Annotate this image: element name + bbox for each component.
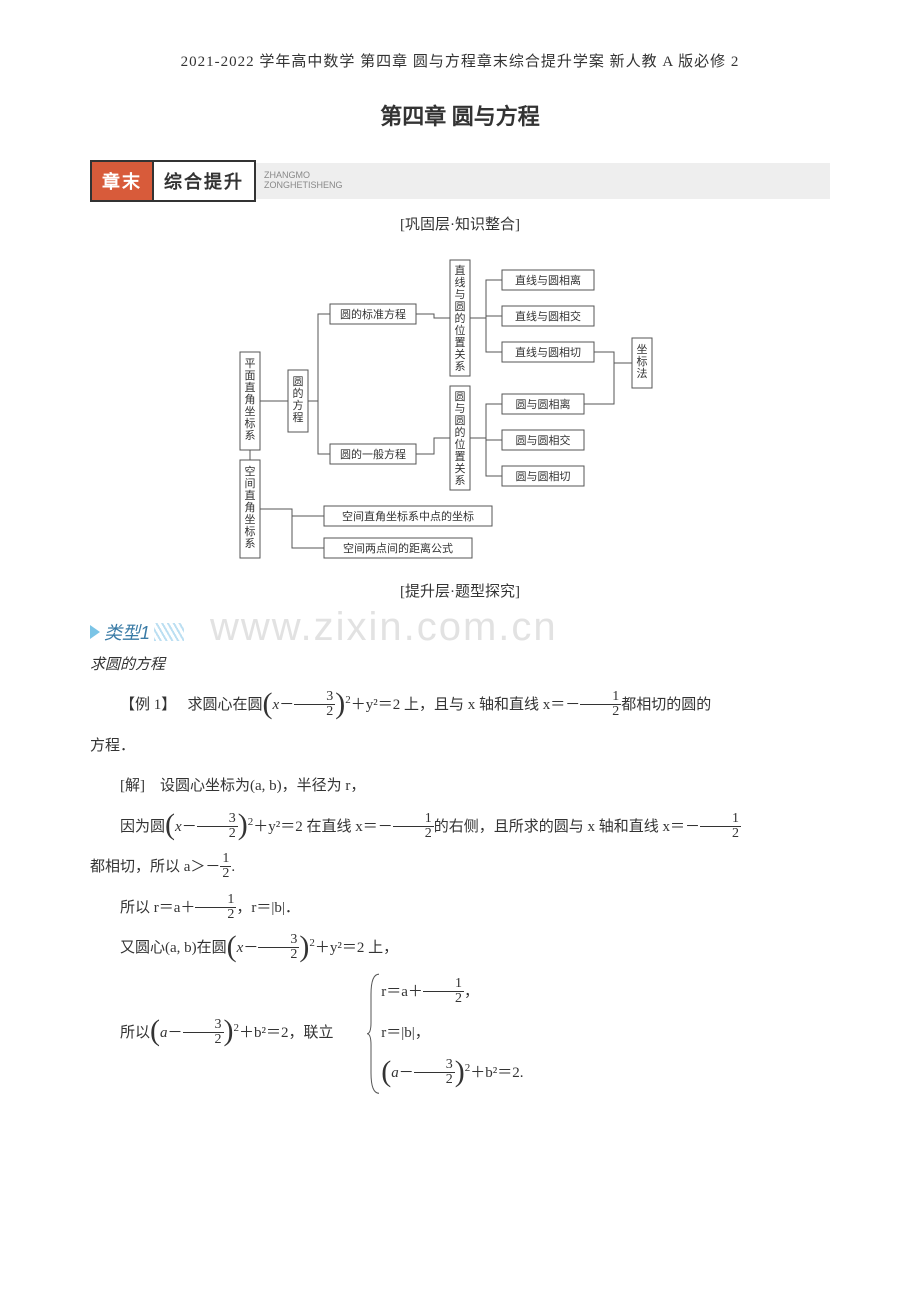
- banner: 章末 综合提升 ZHANGMO ZONGHETISHENG: [90, 163, 830, 199]
- p3: 都相切，所以 a＞－12.: [90, 850, 830, 885]
- svg-text:直线与圆相交: 直线与圆相交: [515, 309, 581, 323]
- p4a: 所以 r＝a＋: [120, 900, 195, 916]
- p4: 所以 r＝a＋12，r＝|b|．: [90, 891, 830, 926]
- p6a: 所以: [120, 1025, 150, 1041]
- brace-icon: [337, 972, 351, 1096]
- p6b: ＋b²＝2，联立: [239, 1025, 334, 1041]
- subtopic: 求圆的方程: [90, 653, 830, 674]
- p1b: ＋y²＝2 上，且与 x 轴和直线 x＝－: [351, 697, 581, 713]
- cases-system: r＝a＋12， r＝|b|， (a－32)2＋b²＝2.: [337, 972, 523, 1096]
- banner-pinyin-2: ZONGHETISHENG: [264, 181, 343, 191]
- svg-text:圆的方程: 圆的方程: [293, 375, 304, 424]
- section-label-1: [巩固层·知识整合]: [90, 213, 830, 234]
- p2a: 因为圆: [120, 819, 165, 835]
- example-1: 【例 1】 求圆心在圆(x－32)2＋y²＝2 上，且与 x 轴和直线 x＝－1…: [90, 688, 830, 723]
- svg-text:空间两点间的距离公式: 空间两点间的距离公式: [343, 541, 453, 555]
- p5a: 又圆心(a, b)在圆: [120, 940, 227, 956]
- svg-text:圆的标准方程: 圆的标准方程: [340, 307, 406, 321]
- solution-lead: [解] 设圆心坐标为(a, b)，半径为 r，: [90, 769, 830, 804]
- svg-text:圆与圆相离: 圆与圆相离: [516, 397, 571, 411]
- svg-text:直线与圆的位置关系: 直线与圆的位置关系: [455, 263, 466, 373]
- concept-diagram: 平面直角坐标系 空间直角坐标系 圆的方程 圆的标准方程 圆的一般方程 直线与圆的…: [230, 252, 690, 562]
- p6: 所以(a－32)2＋b²＝2，联立 r＝a＋12， r＝|b|， (a－32)2…: [90, 972, 830, 1096]
- svg-text:空间直角坐标系: 空间直角坐标系: [245, 464, 256, 550]
- svg-text:圆与圆的位置关系: 圆与圆的位置关系: [455, 390, 466, 487]
- hatch-icon: [154, 623, 184, 641]
- svg-text:圆与圆相切: 圆与圆相切: [516, 470, 571, 483]
- svg-text:坐标法: 坐标法: [637, 343, 648, 380]
- svg-text:直线与圆相离: 直线与圆相离: [515, 273, 581, 287]
- page-header: 2021-2022 学年高中数学 第四章 圆与方程章末综合提升学案 新人教 A …: [90, 50, 830, 71]
- p1a: 求圆心在圆: [188, 697, 263, 713]
- svg-text:直线与圆相切: 直线与圆相切: [515, 345, 581, 359]
- p4b: ，r＝|b|．: [236, 900, 300, 916]
- p2c: 的右侧，且所求的圆与 x 轴和直线 x＝－: [434, 819, 700, 835]
- p5: 又圆心(a, b)在圆(x－32)2＋y²＝2 上，: [90, 931, 830, 966]
- chapter-title: 第四章 圆与方程: [90, 99, 830, 131]
- watermark: www.zixin.com.cn: [210, 605, 558, 650]
- svg-text:空间直角坐标系中点的坐标: 空间直角坐标系中点的坐标: [342, 509, 474, 523]
- section-label-2: [提升层·题型探究]: [90, 580, 830, 601]
- diagram-svg: 平面直角坐标系 空间直角坐标系 圆的方程 圆的标准方程 圆的一般方程 直线与圆的…: [230, 252, 690, 562]
- example-label: 【例 1】: [120, 697, 169, 713]
- p5b: ＋y²＝2 上，: [315, 940, 398, 956]
- p3-text: 都相切，所以 a＞－: [90, 859, 220, 875]
- p1c: 都相切的圆的: [621, 697, 711, 713]
- p2: 因为圆(x－32)2＋y²＝2 在直线 x＝－12的右侧，且所求的圆与 x 轴和…: [90, 810, 830, 845]
- p2b: ＋y²＝2 在直线 x＝－: [253, 819, 393, 835]
- svg-text:圆与圆相交: 圆与圆相交: [516, 433, 571, 447]
- banner-text-a: 章末: [90, 160, 154, 202]
- banner-label: 章末 综合提升: [90, 163, 256, 199]
- type-label: 类型1: [104, 619, 150, 645]
- p1d: 方程．: [90, 729, 830, 764]
- svg-text:圆的一般方程: 圆的一般方程: [340, 447, 406, 461]
- svg-text:平面直角坐标系: 平面直角坐标系: [245, 358, 256, 442]
- banner-pinyin: ZHANGMO ZONGHETISHENG: [264, 171, 343, 191]
- type-row: 类型1 www.zixin.com.cn: [90, 619, 830, 645]
- banner-text-b: 综合提升: [154, 160, 256, 202]
- triangle-icon: [90, 625, 100, 639]
